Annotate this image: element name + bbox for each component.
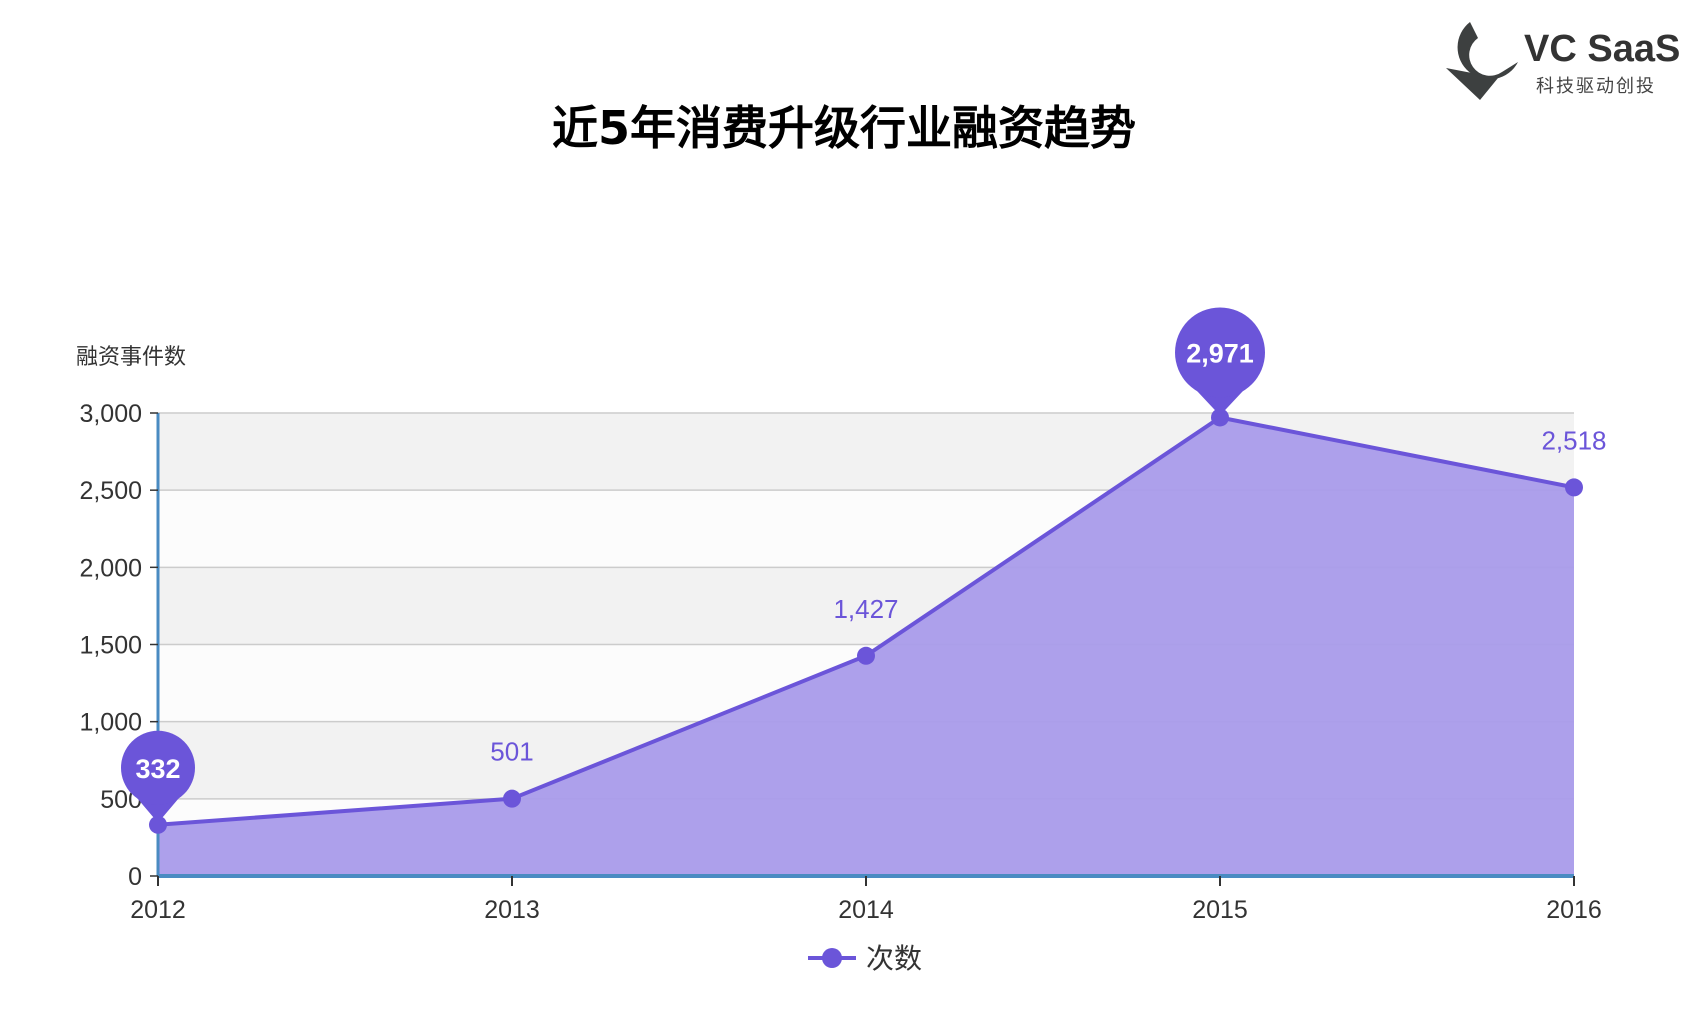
y-tick-label: 1,000 — [79, 709, 142, 737]
x-tick-label: 2014 — [838, 896, 894, 924]
x-tick-label: 2012 — [130, 896, 186, 924]
pin-data-label: 332 — [135, 754, 180, 784]
logo-name: VC SaaS — [1524, 28, 1681, 70]
data-label: 2,518 — [1541, 425, 1606, 455]
data-label: 501 — [490, 737, 533, 767]
data-point — [503, 789, 521, 808]
y-tick-label: 1,500 — [79, 632, 142, 660]
x-tick-label: 2016 — [1546, 896, 1602, 924]
data-label: 1,427 — [833, 594, 898, 624]
logo: VC SaaS 科技驱动创投 — [1440, 14, 1680, 114]
legend-series-name: 次数 — [866, 942, 922, 975]
data-point — [1211, 408, 1229, 427]
y-tick-label: 2,000 — [79, 554, 142, 582]
y-tick-label: 0 — [128, 863, 142, 891]
legend-swatch-marker — [822, 948, 842, 968]
data-point — [857, 646, 875, 665]
pin-data-label: 2,971 — [1186, 338, 1254, 368]
x-tick-label: 2013 — [484, 896, 540, 924]
data-point — [149, 815, 167, 834]
y-tick-label: 3,000 — [79, 400, 142, 428]
chart-title: 近5年消费升级行业融资趋势 — [551, 101, 1136, 155]
logo-tagline: 科技驱动创投 — [1536, 76, 1656, 97]
y-axis-label: 融资事件数 — [76, 345, 186, 370]
x-tick-label: 2015 — [1192, 896, 1248, 924]
data-point — [1565, 478, 1583, 497]
y-tick-label: 2,500 — [79, 477, 142, 505]
legend: 次数 — [808, 942, 922, 975]
vc-saas-logo-icon — [1446, 22, 1518, 100]
pin-marker — [121, 730, 195, 805]
series-area — [158, 417, 1574, 876]
pin-marker — [1175, 307, 1265, 398]
